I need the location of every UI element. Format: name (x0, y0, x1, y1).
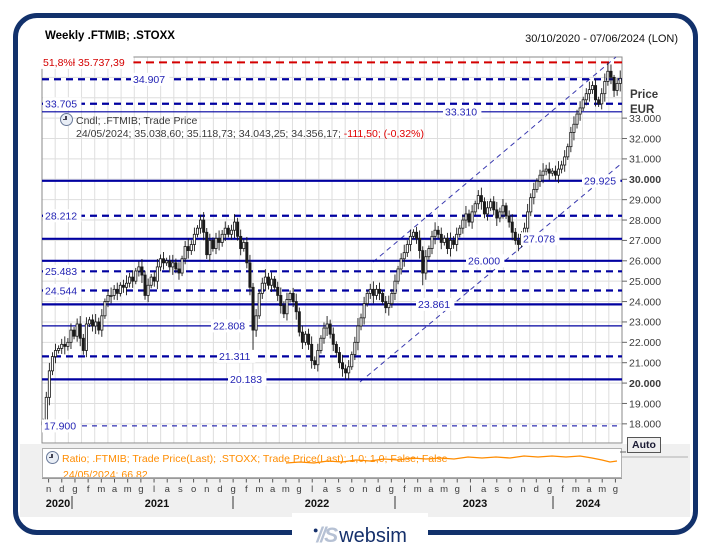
price-axis-title: Price EUR (630, 88, 658, 118)
price-axis-title-line1: Price (630, 89, 659, 101)
clock-icon (60, 113, 73, 126)
legend-change: -111,50; (-0,32%) (343, 128, 424, 140)
price-axis-title-line2: EUR (630, 104, 655, 116)
logo-text: websim (339, 525, 407, 547)
ratio-legend[interactable]: Ratio; .FTMIB; Trade Price(Last); .STOXX… (46, 451, 448, 478)
logo-mark: //S (316, 524, 338, 547)
auto-scale-button[interactable]: Auto (627, 437, 661, 453)
clock-icon (46, 451, 59, 464)
ratio-legend-line2: 24/05/2024; 66,82 (63, 469, 148, 478)
websim-logo: ●//S websim (292, 513, 428, 547)
ratio-pane: Ratio; .FTMIB; Trade Price(Last); .STOXX… (42, 448, 622, 478)
ratio-legend-line1: Ratio; .FTMIB; Trade Price(Last); .STOXX… (62, 453, 448, 465)
legend-line1: Cndl; .FTMIB; Trade Price (76, 115, 198, 127)
date-range: 30/10/2020 - 07/06/2024 (LON) (525, 33, 678, 45)
logo-dot-icon: ● (313, 525, 319, 535)
legend-ohlc: 24/05/2024; 35.038,60; 35.118,73; 34.043… (76, 128, 344, 140)
series-legend[interactable]: Cndl; .FTMIB; Trade Price 24/05/2024; 35… (60, 113, 424, 141)
chart-title: Weekly .FTMIB; .STOXX (45, 30, 175, 42)
